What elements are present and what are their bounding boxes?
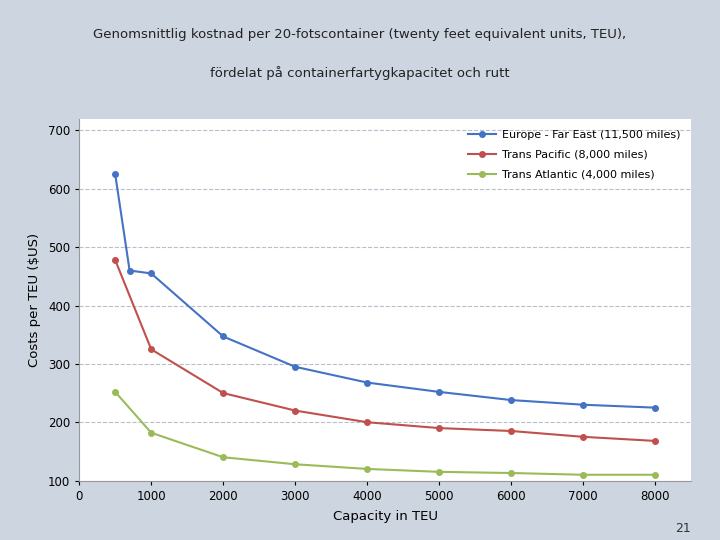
Europe - Far East (11,500 miles) (579, 402, 588, 408)
Trans Pacific (8,000 miles) (363, 419, 372, 426)
Trans Atlantic (4,000 miles) (507, 470, 516, 476)
Trans Pacific (8,000 miles) (651, 438, 660, 444)
Legend: Europe - Far East (11,500 miles), Trans Pacific (8,000 miles), Trans Atlantic (4: Europe - Far East (11,500 miles), Trans … (463, 124, 685, 185)
Y-axis label: Costs per TEU ($US): Costs per TEU ($US) (28, 233, 41, 367)
Trans Pacific (8,000 miles) (579, 434, 588, 440)
Trans Pacific (8,000 miles) (507, 428, 516, 434)
Trans Atlantic (4,000 miles) (363, 465, 372, 472)
Line: Trans Pacific (8,000 miles): Trans Pacific (8,000 miles) (112, 257, 658, 444)
Trans Atlantic (4,000 miles) (435, 469, 444, 475)
Europe - Far East (11,500 miles) (219, 333, 228, 340)
Text: fördelat på containerfartygkapacitet och rutt: fördelat på containerfartygkapacitet och… (210, 66, 510, 80)
Trans Atlantic (4,000 miles) (579, 471, 588, 478)
Europe - Far East (11,500 miles) (363, 379, 372, 386)
Trans Pacific (8,000 miles) (435, 425, 444, 431)
Trans Atlantic (4,000 miles) (291, 461, 300, 468)
Line: Trans Atlantic (4,000 miles): Trans Atlantic (4,000 miles) (112, 389, 658, 477)
Trans Atlantic (4,000 miles) (147, 429, 156, 436)
Europe - Far East (11,500 miles) (125, 267, 134, 274)
Trans Atlantic (4,000 miles) (651, 471, 660, 478)
Trans Atlantic (4,000 miles) (219, 454, 228, 461)
Trans Pacific (8,000 miles) (291, 407, 300, 414)
Europe - Far East (11,500 miles) (111, 171, 120, 178)
Trans Atlantic (4,000 miles) (111, 389, 120, 395)
Trans Pacific (8,000 miles) (219, 390, 228, 396)
Europe - Far East (11,500 miles) (147, 270, 156, 276)
Europe - Far East (11,500 miles) (651, 404, 660, 411)
Text: Genomsnittlig kostnad per 20-fotscontainer (twenty feet equivalent units, TEU),: Genomsnittlig kostnad per 20-fotscontain… (94, 28, 626, 40)
Trans Pacific (8,000 miles) (147, 346, 156, 353)
X-axis label: Capacity in TEU: Capacity in TEU (333, 510, 438, 523)
Europe - Far East (11,500 miles) (291, 363, 300, 370)
Europe - Far East (11,500 miles) (507, 397, 516, 403)
Text: 21: 21 (675, 522, 691, 535)
Line: Europe - Far East (11,500 miles): Europe - Far East (11,500 miles) (112, 172, 658, 410)
Europe - Far East (11,500 miles) (435, 389, 444, 395)
Trans Pacific (8,000 miles) (111, 257, 120, 264)
